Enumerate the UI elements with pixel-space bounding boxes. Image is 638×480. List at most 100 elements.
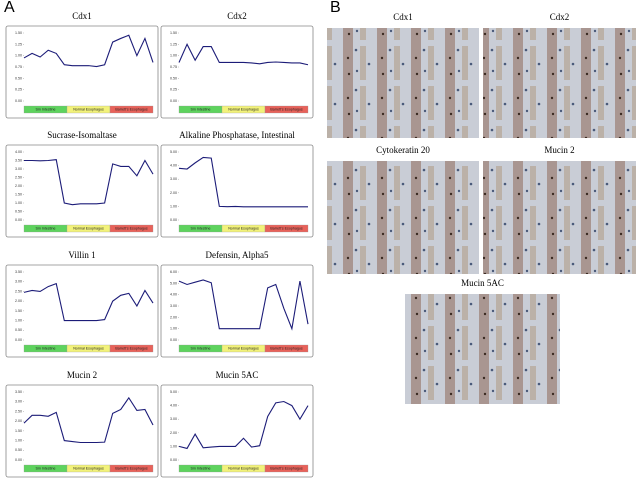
y-tick-label: 5.00 [170,281,177,285]
image-label: Cytokeratin 20 [376,145,430,155]
panel-label: A [4,0,15,16]
image-label: Cdx2 [550,12,570,22]
chart-title: Alkaline Phosphatase, Intestinal [179,130,295,140]
chart-title: Mucin 2 [67,370,97,380]
group-bar [109,105,154,114]
chart-title: Defensin, Alpha5 [206,250,269,260]
group-label: Barrett's Esophagus [270,227,302,231]
group-label: Barrett's Esophagus [270,347,302,351]
y-tick-label: 2.00 [170,191,177,195]
y-tick-label: 1.25 [15,42,22,46]
group-bar [109,224,154,233]
y-tick-label: 0.00 [15,99,22,103]
y-tick-label: 3.50 [15,270,22,274]
chart-title: Cdx1 [72,11,92,21]
y-tick-label: 0.00 [170,218,177,222]
y-tick-label: 0.00 [15,338,22,342]
y-tick-label: 0.50 [170,76,177,80]
y-tick-label: 3.00 [15,280,22,284]
chart-frame [160,144,314,238]
image-label: Mucin 5AC [461,278,504,288]
group-label: Sm Intestine [191,227,211,231]
group-label: Normal Esophagus [73,108,104,112]
data-line [24,159,154,206]
group-label: Barrett's Esophagus [115,108,147,112]
data-line [178,156,308,208]
chart-frame [160,25,314,119]
group-bar [264,464,309,473]
y-tick-label: 0.50 [15,448,22,452]
y-tick-label: 1.25 [170,42,177,46]
y-tick-label: 3.00 [15,400,22,404]
group-bar [264,105,309,114]
y-tick-label: 3.00 [170,417,177,421]
image-label: Mucin 2 [544,145,574,155]
group-label: Normal Esophagus [73,467,104,471]
panel-label: B [330,0,341,16]
group-label: Sm Intestine [191,347,211,351]
histology-image [483,161,636,274]
y-tick-label: 4.00 [170,293,177,297]
group-bar [264,344,309,353]
y-tick-label: 0.25 [15,88,22,92]
data-line [23,34,154,68]
y-tick-label: 2.50 [15,175,22,179]
data-line [178,43,309,66]
group-label: Barrett's Esophagus [115,227,147,231]
y-tick-label: 0.75 [170,65,177,69]
chart-title: Villin 1 [68,250,95,260]
histology-image [327,161,479,274]
group-label: Normal Esophagus [73,227,104,231]
chart-frame [160,264,314,358]
y-tick-label: 6.00 [170,270,177,274]
y-tick-label: 0.00 [170,338,177,342]
y-tick-label: 0.00 [170,99,177,103]
y-tick-label: 4.00 [170,404,177,408]
histology-image [483,28,636,138]
group-label: Sm Intestine [36,227,56,231]
chart-title: Cdx2 [227,11,247,21]
y-tick-label: 2.00 [170,315,177,319]
chart-title: Mucin 5AC [216,370,259,380]
histology-image [405,294,560,404]
y-tick-label: 1.00 [170,204,177,208]
y-tick-label: 0.00 [15,218,22,222]
group-label: Barrett's Esophagus [270,467,302,471]
group-label: Sm Intestine [36,108,56,112]
group-label: Sm Intestine [191,467,211,471]
group-label: Normal Esophagus [228,467,259,471]
y-tick-label: 2.00 [15,299,22,303]
y-tick-label: 5.00 [170,150,177,154]
y-tick-label: 3.00 [170,304,177,308]
group-label: Normal Esophagus [73,347,104,351]
group-label: Sm Intestine [191,108,211,112]
y-tick-label: 1.50 [15,31,22,35]
y-tick-label: 0.75 [15,65,22,69]
chart-frame [5,264,159,358]
group-label: Barrett's Esophagus [270,108,302,112]
y-tick-label: 2.50 [15,409,22,413]
y-tick-label: 2.00 [15,184,22,188]
image-label: Cdx1 [393,12,413,22]
y-tick-label: 5.00 [170,390,177,394]
y-tick-label: 1.00 [15,319,22,323]
group-label: Normal Esophagus [228,227,259,231]
data-line [23,282,154,322]
group-label: Sm Intestine [36,347,56,351]
group-label: Sm Intestine [36,467,56,471]
y-tick-label: 0.50 [15,209,22,213]
data-line [178,279,309,331]
chart-title: Sucrase-Isomaltase [47,130,116,140]
y-tick-label: 4.00 [170,164,177,168]
y-tick-label: 1.50 [15,192,22,196]
y-tick-label: 1.00 [15,201,22,205]
y-tick-label: 1.00 [15,439,22,443]
group-label: Barrett's Esophagus [115,347,147,351]
chart-frame [5,144,159,238]
y-tick-label: 3.50 [15,158,22,162]
data-line [23,396,154,444]
y-tick-label: 1.00 [170,444,177,448]
y-tick-label: 0.25 [170,88,177,92]
y-tick-label: 1.50 [15,429,22,433]
